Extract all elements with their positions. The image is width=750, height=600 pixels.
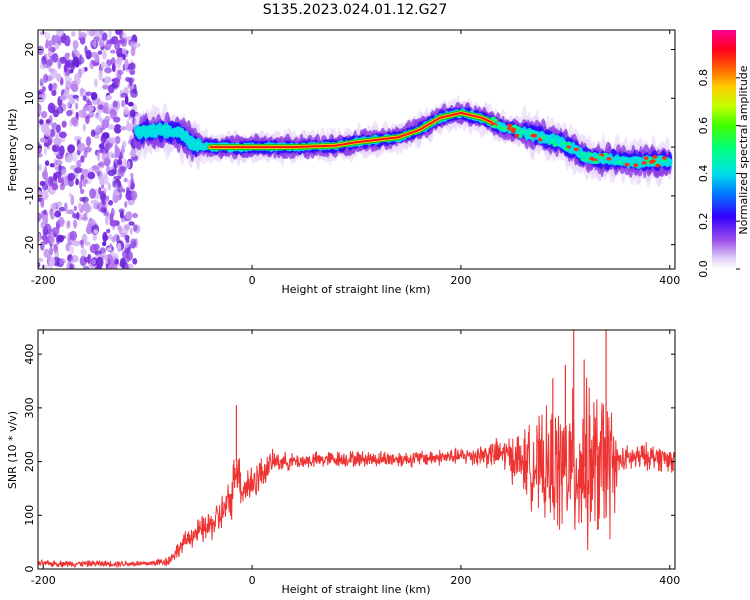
colorbar-tick-label: 0.6 — [697, 117, 710, 135]
colorbar-tick-label: 0.0 — [697, 260, 710, 278]
spectrogram-ticks: -200 0 200 400 -20 -10 0 10 20 — [23, 30, 680, 287]
snr-xtick-label: -200 — [31, 574, 56, 587]
colorbar: 0.0 0.2 0.4 0.6 0.8 Normalized spectral ampl… — [697, 30, 750, 278]
spectrogram-ytick-label: -20 — [23, 236, 36, 254]
spectrogram-xtick-label: 200 — [450, 274, 471, 287]
spectrogram-ytick-label: 20 — [23, 43, 36, 57]
snr-xtick-label: 400 — [659, 574, 680, 587]
colorbar-ticks: 0.0 0.2 0.4 0.6 0.8 — [697, 69, 740, 278]
figure-title: S135.2023.024.01.12.G27 — [263, 2, 448, 18]
snr-ytick-label: 200 — [23, 451, 36, 472]
spectrogram-ytick-label: -10 — [23, 187, 36, 205]
colorbar-tick-label: 0.2 — [697, 212, 710, 230]
snr-series-line — [38, 377, 675, 569]
spectrogram-marks — [38, 30, 673, 269]
spectrogram-frame — [37, 29, 676, 270]
ridge-core — [207, 109, 667, 168]
spectrogram-xlabel: Height of straight line (km) — [281, 283, 430, 296]
spectrogram-ytick-label: 10 — [23, 91, 36, 105]
spectrogram-panel: -200 0 200 400 -20 -10 0 10 20 Height of straigh… — [6, 29, 680, 296]
colorbar-label: Normalized spectral amplitude — [737, 65, 750, 234]
spectrogram-ylabel: Frequency (Hz) — [6, 109, 19, 192]
snr-marks — [38, 330, 675, 569]
spectrogram-noise — [38, 30, 141, 269]
snr-xlabel: Height of straight line (km) — [281, 583, 430, 596]
snr-ytick-label: 100 — [23, 505, 36, 526]
spectrogram-ytick-label: 0 — [23, 144, 36, 151]
snr-ytick-label: 400 — [23, 344, 36, 365]
spectrogram-xtick-label: -200 — [31, 274, 56, 287]
colorbar-gradient — [712, 30, 736, 269]
snr-xtick-label: 200 — [450, 574, 471, 587]
snr-frame — [37, 329, 676, 570]
spectrogram-xtick-label: 400 — [659, 274, 680, 287]
colorbar-tick-label: 0.8 — [697, 69, 710, 87]
snr-ytick-label: 0 — [23, 566, 36, 573]
colorbar-tick-label: 0.4 — [697, 165, 710, 183]
snr-ylabel: SNR (10 * v/v) — [6, 411, 19, 489]
spectrogram-xtick-label: 0 — [249, 274, 256, 287]
snr-xtick-label: 0 — [249, 574, 256, 587]
snr-ytick-label: 300 — [23, 397, 36, 418]
